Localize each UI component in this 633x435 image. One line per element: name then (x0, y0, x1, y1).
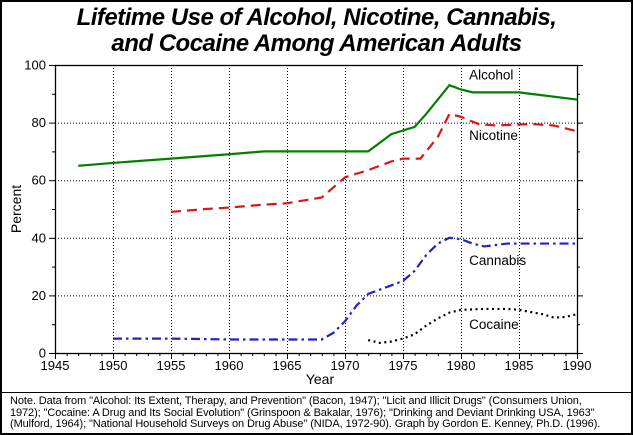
chart-title: Lifetime Use of Alcohol, Nicotine, Canna… (2, 5, 631, 57)
y-tick-label: 0 (39, 346, 46, 361)
x-tick-label: 1950 (99, 358, 128, 373)
source-note: Note. Data from "Alcohol: Its Extent, Th… (2, 392, 631, 433)
x-tick-label: 1980 (447, 358, 476, 373)
x-tick-label: 1955 (157, 358, 186, 373)
chart-title-line1: Lifetime Use of Alcohol, Nicotine, Canna… (76, 4, 557, 31)
axis-ticks (49, 65, 583, 359)
y-tick-label: 80 (32, 115, 46, 130)
series-line-nicotine (170, 112, 578, 213)
x-tick-label: 1960 (215, 358, 244, 373)
source-note-line1: Note. Data from "Alcohol: Its Extent, Th… (10, 395, 582, 407)
x-axis-title: Year (306, 371, 335, 387)
x-tick-label: 1985 (505, 358, 534, 373)
x-tick-label: 1975 (389, 358, 418, 373)
y-tick-label: 100 (24, 58, 46, 73)
series-line-alcohol (78, 83, 578, 167)
tick-labels: 1945 1950 1955 1960 1965 1970 1975 1980 1985 1990… (24, 58, 591, 374)
series-label-cocaine: Cocaine (469, 317, 519, 332)
gridlines (55, 65, 577, 353)
source-note-line3: (Mulford, 1964); "National Household Sur… (10, 418, 601, 430)
x-tick-label: 1945 (41, 358, 70, 373)
source-note-line2: 1972); "Cocaine: A Drug and Its Social E… (10, 406, 595, 419)
x-tick-label: 1970 (331, 358, 360, 373)
series-label-alcohol: Alcohol (469, 67, 513, 82)
y-tick-label: 20 (32, 288, 46, 303)
x-tick-label: 1965 (273, 358, 302, 373)
y-tick-label: 40 (32, 230, 46, 245)
series-label-nicotine: Nicotine (469, 128, 518, 143)
y-axis-title: Percent (8, 185, 24, 233)
chart-title-line2: and Cocaine Among American Adults (111, 30, 522, 57)
plot-frame (54, 64, 579, 355)
y-tick-label: 60 (32, 173, 46, 188)
series-label-cannabis: Cannabis (469, 253, 526, 268)
x-tick-label: 1990 (563, 358, 592, 373)
series-line-cocaine (367, 307, 578, 345)
